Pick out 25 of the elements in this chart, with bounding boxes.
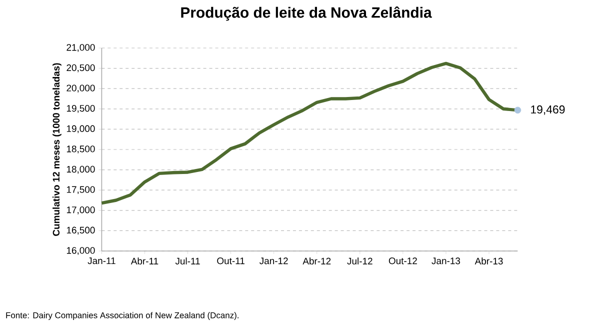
- chart-title: Produção de leite da Nova Zelândia: [181, 6, 432, 21]
- y-tick-label: 20,000: [66, 84, 95, 93]
- x-tick-label: Abr-11: [130, 258, 158, 264]
- y-tick-label: 18,500: [66, 146, 95, 154]
- x-tick-label: Jan-13: [432, 258, 460, 264]
- x-tick-label: Abr-13: [474, 258, 503, 264]
- y-tick-label: 17,500: [66, 186, 95, 194]
- y-tick-label: 16,000: [66, 247, 95, 255]
- source-note: Fonte: Dairy Companies Association of New Zealand (Dcanz).: [6, 312, 238, 320]
- x-tick-label: Out-12: [388, 258, 417, 264]
- y-tick-label: 21,000: [66, 44, 95, 52]
- x-tick-label: Jan-11: [88, 258, 116, 264]
- data-label: 19,469: [531, 105, 565, 115]
- y-tick-label: 16,500: [66, 226, 95, 235]
- y-tick-label: 19,500: [66, 104, 95, 113]
- x-tick-label: Jul-11: [175, 258, 200, 264]
- x-tick-label: Out-11: [217, 258, 244, 264]
- y-tick-label: 17,000: [66, 206, 95, 214]
- y-tick-label: 20,500: [66, 64, 95, 72]
- x-tick-label: Jan-12: [260, 258, 288, 264]
- y-axis-title: Cumulativo 12 meses (1000 toneladas): [52, 63, 62, 236]
- x-tick-label: Abr-12: [302, 258, 331, 264]
- y-tick-label: 19,000: [66, 125, 95, 134]
- x-tick-label: Jul-12: [347, 258, 372, 264]
- y-tick-label: 18,000: [66, 166, 95, 174]
